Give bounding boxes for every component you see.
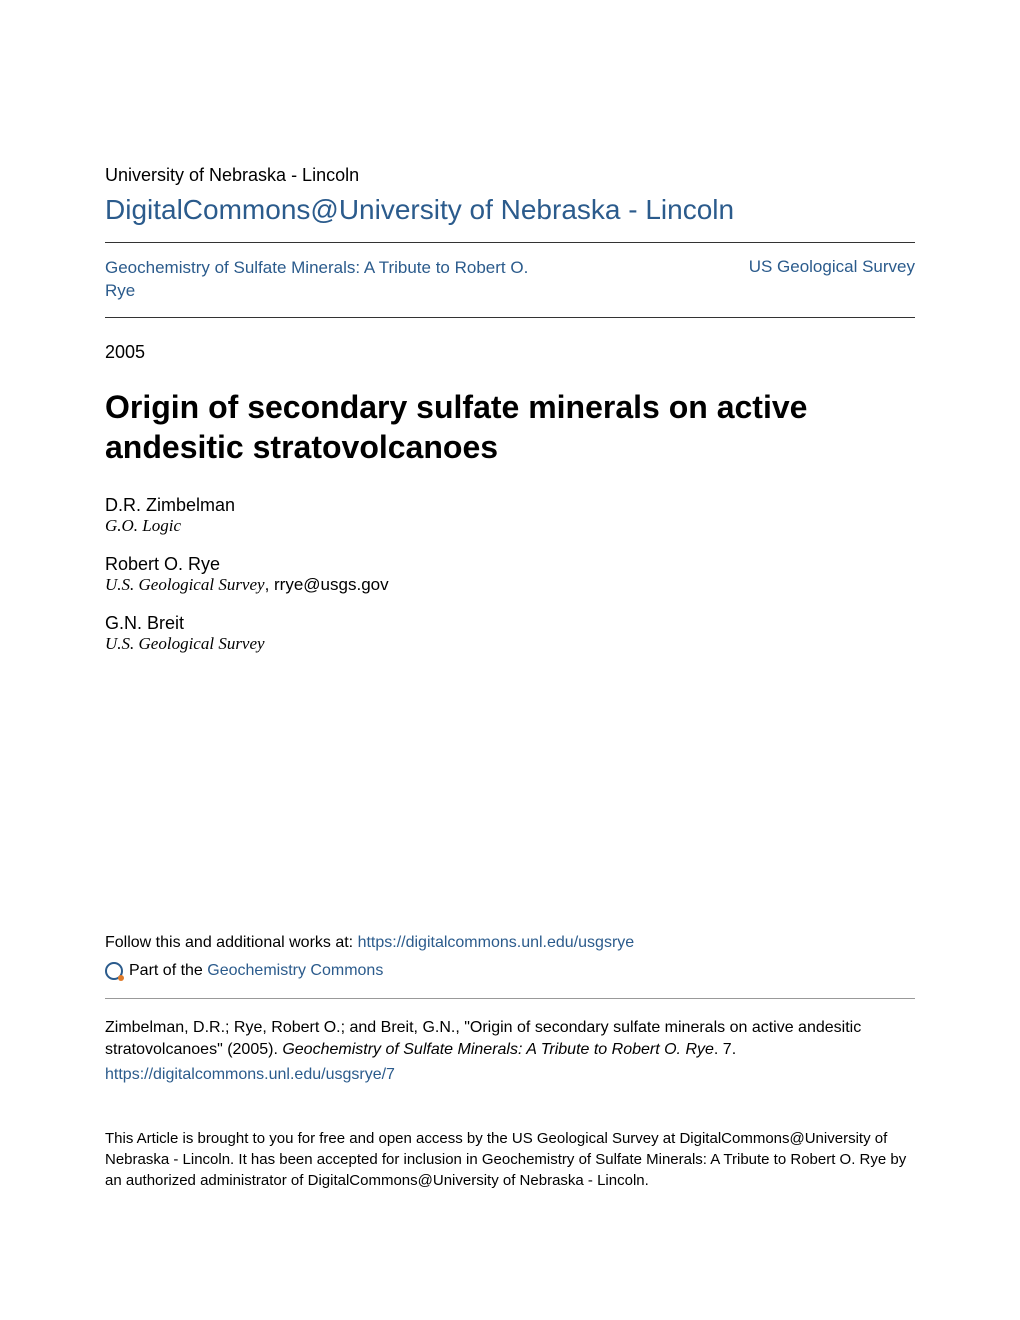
- follow-section: Follow this and additional works at: htt…: [105, 934, 915, 952]
- author-name: G.N. Breit: [105, 613, 915, 634]
- follow-link[interactable]: https://digitalcommons.unl.edu/usgsrye: [358, 934, 635, 951]
- author-affiliation: G.O. Logic: [105, 516, 181, 535]
- citation-suffix: . 7.: [714, 1041, 736, 1058]
- network-icon: [105, 962, 123, 980]
- part-of-row: Part of the Geochemistry Commons: [105, 962, 915, 980]
- author-name: D.R. Zimbelman: [105, 495, 915, 516]
- citation-link[interactable]: https://digitalcommons.unl.edu/usgsrye/7: [105, 1064, 915, 1086]
- author-affiliation: U.S. Geological Survey: [105, 634, 265, 653]
- divider-nav: [105, 317, 915, 318]
- publication-year: 2005: [105, 342, 915, 363]
- author-affiliation: U.S. Geological Survey: [105, 575, 265, 594]
- commons-link[interactable]: Geochemistry Commons: [207, 962, 383, 980]
- divider-citation: [105, 998, 915, 999]
- collection-link[interactable]: Geochemistry of Sulfate Minerals: A Trib…: [105, 257, 551, 303]
- parent-collection-link[interactable]: US Geological Survey: [749, 257, 915, 277]
- access-statement: This Article is brought to you for free …: [105, 1128, 915, 1191]
- repository-link[interactable]: DigitalCommons@University of Nebraska - …: [105, 194, 915, 226]
- author-email: , rrye@usgs.gov: [265, 575, 389, 594]
- follow-prefix: Follow this and additional works at:: [105, 934, 358, 951]
- institution-name: University of Nebraska - Lincoln: [105, 165, 915, 186]
- part-of-prefix: Part of the: [129, 962, 203, 980]
- recommended-citation: Zimbelman, D.R.; Rye, Robert O.; and Bre…: [105, 1017, 915, 1086]
- article-title: Origin of secondary sulfate minerals on …: [105, 387, 915, 467]
- author-block: Robert O. Rye U.S. Geological Survey, rr…: [105, 554, 915, 595]
- citation-series: Geochemistry of Sulfate Minerals: A Trib…: [282, 1041, 714, 1058]
- author-block: G.N. Breit U.S. Geological Survey: [105, 613, 915, 654]
- author-block: D.R. Zimbelman G.O. Logic: [105, 495, 915, 536]
- divider-top: [105, 242, 915, 243]
- breadcrumb-row: Geochemistry of Sulfate Minerals: A Trib…: [105, 257, 915, 303]
- author-name: Robert O. Rye: [105, 554, 915, 575]
